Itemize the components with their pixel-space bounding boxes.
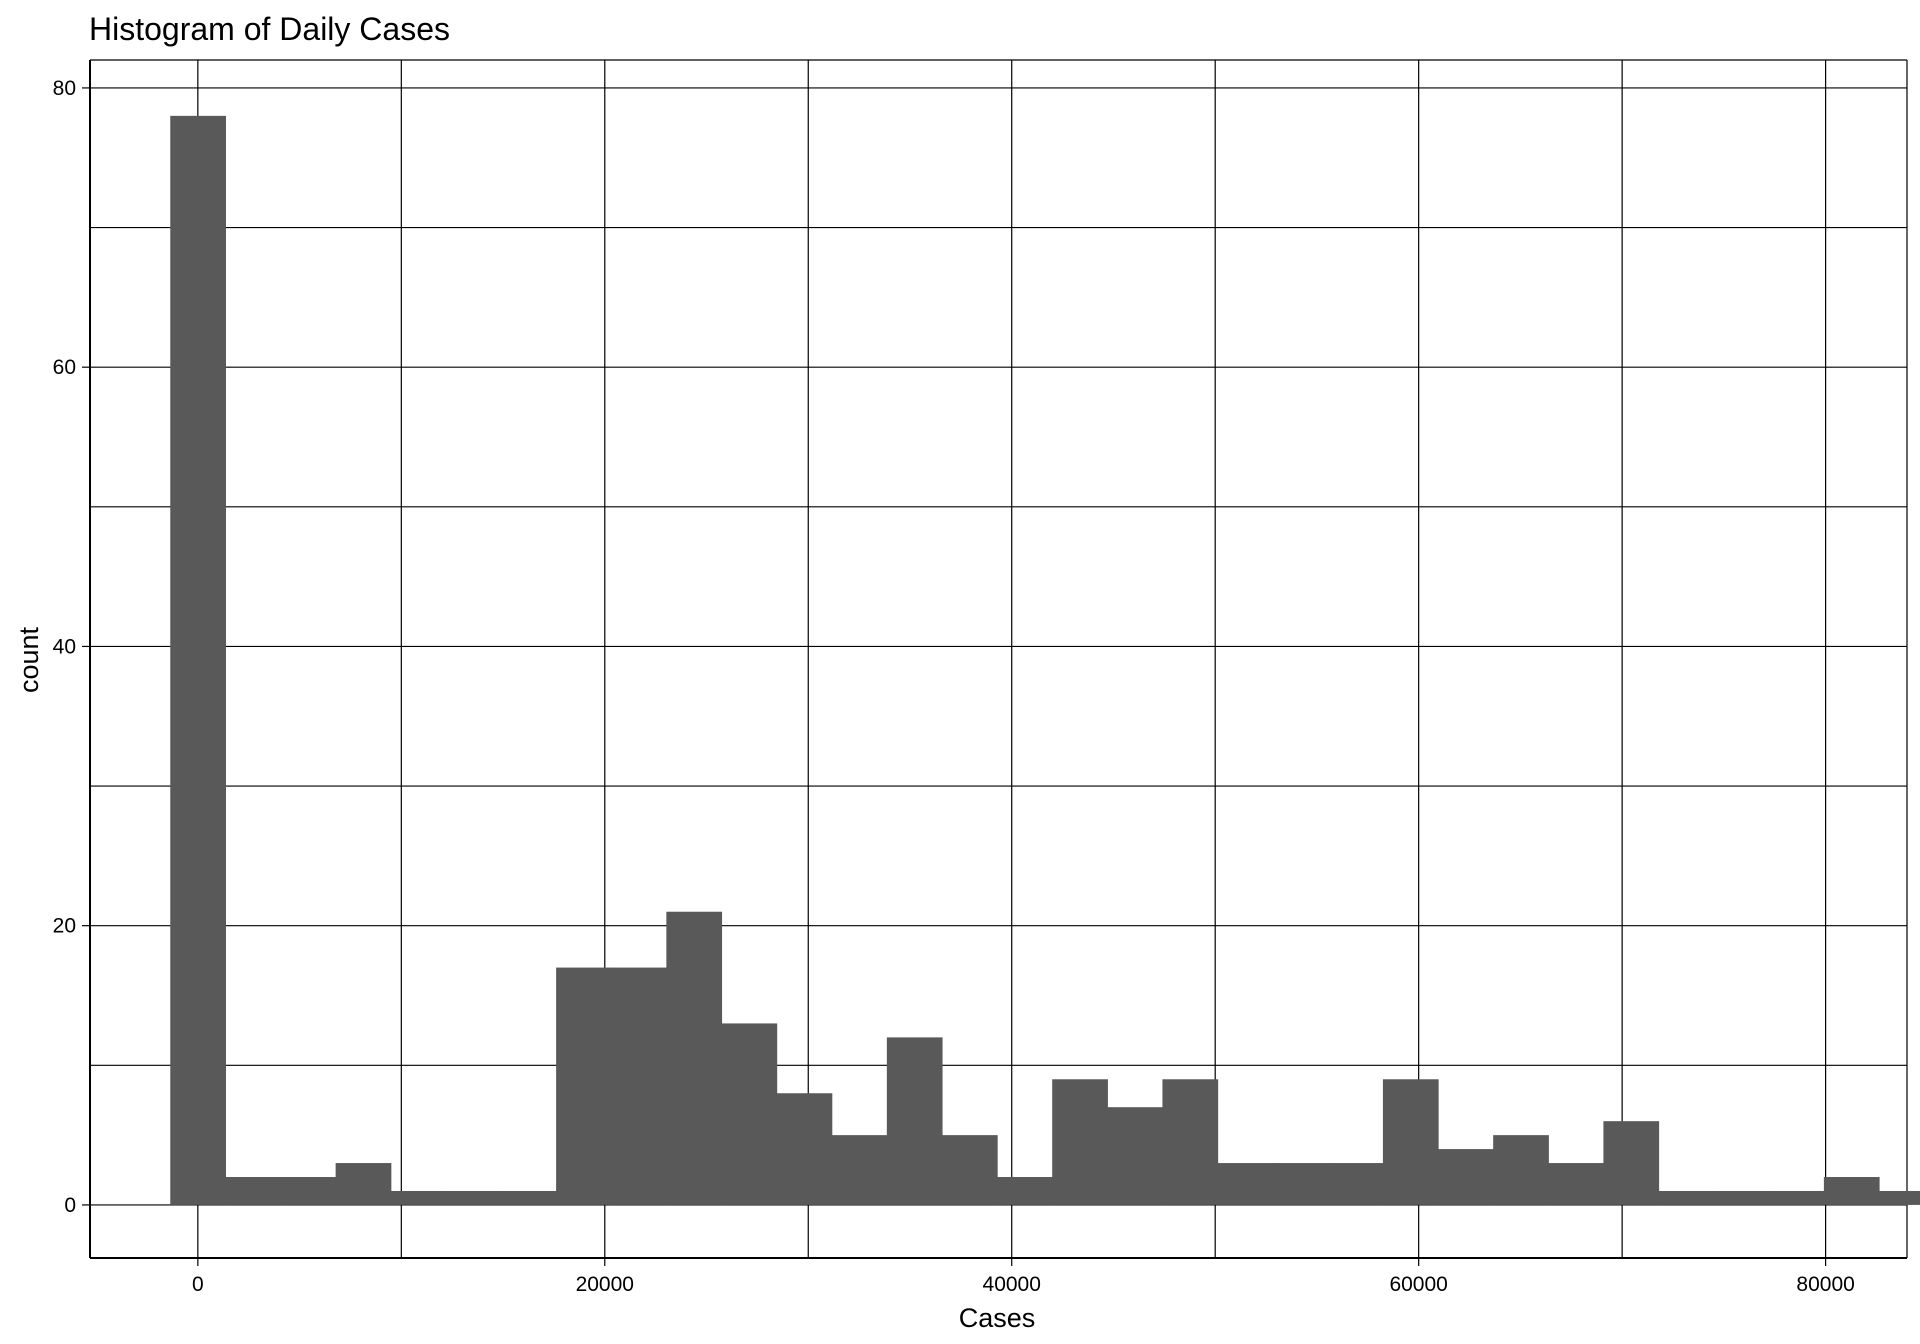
histogram-bar: [445, 1190, 502, 1205]
y-axis-title: count: [14, 626, 44, 693]
histogram-bar: [280, 1177, 337, 1205]
y-tick-label: 20: [53, 915, 76, 938]
histogram-bar: [721, 1023, 778, 1205]
y-tick-label: 0: [64, 1194, 76, 1217]
axes: [82, 60, 1907, 1266]
histogram-bar: [1107, 1107, 1164, 1205]
histogram-bar: [500, 1190, 557, 1205]
histogram-bar: [1823, 1177, 1880, 1205]
histogram-bar: [1548, 1163, 1605, 1205]
y-tick-label: 80: [53, 77, 76, 100]
histogram-bar: [886, 1037, 943, 1205]
histogram-bar: [1327, 1163, 1384, 1205]
histogram-bar: [1217, 1163, 1274, 1205]
x-tick-label: 20000: [576, 1273, 634, 1296]
x-tick-label: 80000: [1796, 1273, 1854, 1296]
grid: [90, 59, 1908, 1258]
histogram-bar: [335, 1163, 392, 1205]
tick-labels: 0 20000 40000 60000 80000 0 20 40 60 80: [53, 77, 1855, 1296]
histogram-bar: [1438, 1149, 1494, 1205]
histogram-bar: [1272, 1163, 1329, 1205]
histogram-bar: [1052, 1079, 1108, 1205]
histogram-bar: [611, 967, 667, 1205]
chart-title: Histogram of Daily Cases: [89, 11, 450, 47]
bars: [170, 115, 1920, 1205]
histogram-bar: [225, 1177, 282, 1205]
x-tick-label: 60000: [1389, 1273, 1447, 1296]
histogram-bar: [1879, 1190, 1920, 1205]
histogram-bar: [941, 1135, 998, 1205]
histogram-bar: [1713, 1190, 1770, 1205]
histogram-bar: [390, 1190, 447, 1205]
histogram-bar: [1162, 1079, 1219, 1205]
x-tick-label: 40000: [983, 1273, 1041, 1296]
histogram-bar: [1768, 1190, 1825, 1205]
y-tick-label: 60: [53, 356, 76, 379]
histogram-bar: [776, 1093, 833, 1205]
histogram-bar: [556, 967, 612, 1205]
y-tick-label: 40: [53, 635, 76, 658]
histogram-bar: [997, 1177, 1053, 1205]
histogram-bar: [1493, 1135, 1549, 1205]
x-tick-label: 0: [192, 1273, 204, 1296]
histogram-bar: [170, 115, 226, 1205]
histogram-bar: [1382, 1079, 1439, 1205]
histogram-bar: [1603, 1121, 1660, 1205]
x-axis-title: Cases: [959, 1303, 1036, 1333]
histogram-bar: [666, 911, 723, 1205]
histogram-bar: [1658, 1190, 1715, 1205]
histogram-bar: [831, 1135, 888, 1205]
